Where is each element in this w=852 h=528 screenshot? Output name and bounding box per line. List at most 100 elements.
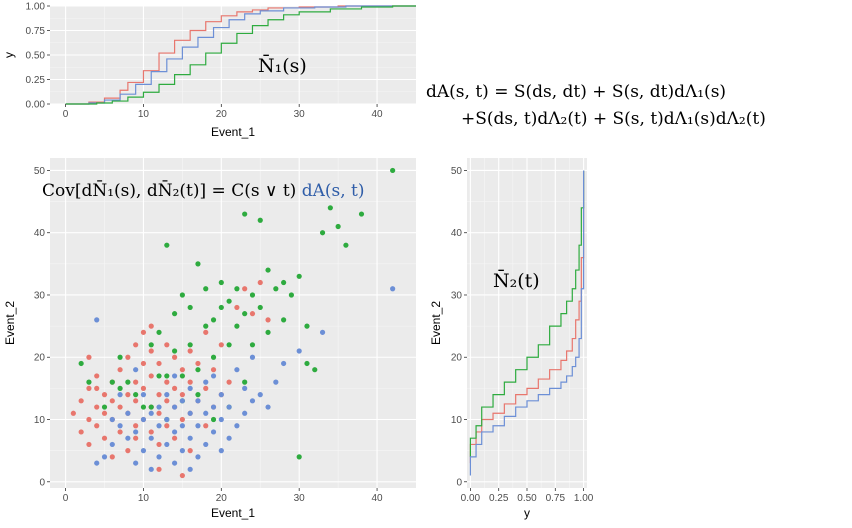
scatter-point — [203, 329, 209, 335]
scatter-point — [210, 373, 217, 379]
x-tick-label: 20 — [216, 493, 228, 504]
scatter-point — [86, 416, 92, 423]
top-ecdf-chart: 0 10 20 30 40 0.00 0.25 0.50 0.75 1.00 Event_1 y — [2, 2, 416, 139]
scatter-point — [187, 448, 193, 454]
x-tick-label: 0 — [63, 493, 69, 504]
scatter-point — [164, 392, 170, 398]
scatter-point — [179, 472, 185, 479]
scatter-point — [140, 329, 147, 335]
scatter-point — [187, 385, 193, 391]
scatter-y-ticks: 0 10 20 30 40 50 — [34, 166, 50, 488]
ecdf-line — [65, 5, 416, 105]
scatter-point — [242, 410, 248, 416]
y-tick-label: 0.25 — [26, 75, 46, 86]
scatter-point — [171, 311, 178, 317]
scatter-point — [133, 460, 139, 466]
scatter-point — [78, 398, 84, 404]
scatter-point — [249, 342, 256, 348]
x-tick-label: 30 — [294, 493, 306, 504]
scatter-point — [226, 298, 232, 304]
scatter-point — [234, 286, 240, 292]
scatter-point — [140, 416, 147, 423]
scatter-point — [203, 385, 209, 391]
scatter-point — [234, 323, 240, 329]
scatter-point — [133, 392, 139, 398]
scatter-point — [257, 279, 263, 286]
scatter-point — [218, 448, 224, 454]
scatter-point — [210, 429, 217, 435]
scatter-point — [226, 342, 232, 348]
scatter-point — [210, 367, 217, 373]
scatter-point — [218, 304, 224, 311]
y-tick-label: 10 — [34, 415, 46, 426]
scatter-point — [249, 398, 256, 404]
x-tick-label: 40 — [372, 493, 384, 504]
y-tick-label: 0.50 — [26, 51, 46, 62]
scatter-point — [358, 211, 365, 217]
scatter-point — [101, 435, 108, 441]
right-ecdf-ylabel: Event_2 — [429, 301, 443, 345]
scatter-point — [203, 441, 209, 448]
scatter-point — [210, 354, 217, 360]
scatter-point — [218, 342, 224, 348]
x-tick-label: 40 — [372, 109, 384, 120]
y-tick-label: 10 — [451, 415, 463, 426]
scatter-point — [164, 242, 170, 248]
scatter-point — [210, 404, 217, 410]
scatter-point — [86, 354, 92, 360]
scatter-point — [94, 317, 100, 323]
scatter-point — [109, 416, 115, 423]
scatter-point — [296, 273, 302, 279]
scatter-point — [140, 385, 147, 391]
scatter-point — [242, 286, 248, 292]
scatter-point — [133, 423, 139, 429]
scatter-point — [156, 329, 162, 335]
scatter-point — [101, 454, 108, 460]
scatter-point — [242, 211, 248, 217]
scatter-point — [117, 429, 123, 435]
scatter-point — [203, 423, 209, 429]
scatter-point — [179, 416, 185, 423]
x-tick-label: 0.00 — [461, 493, 481, 504]
scatter-point — [133, 398, 139, 404]
scatter-point — [234, 367, 240, 373]
dA-formula-line1: dA(s, t) = S(ds, dt) + S(s, dt)dΛ₁(s) — [426, 82, 726, 102]
cov-formula: Cov[dN̄₁(s), dN̄₂(t)] = C(s ∨ t) dA(s, t… — [42, 179, 364, 201]
scatter-point — [156, 441, 162, 448]
scatter-point — [148, 342, 154, 348]
scatter-point — [148, 410, 154, 416]
scatter-point — [125, 379, 131, 385]
x-tick-label: 0.25 — [489, 493, 509, 504]
scatter-point — [195, 454, 201, 460]
scatter-panel — [50, 158, 416, 488]
scatter-point — [125, 354, 131, 360]
scatter-point — [179, 373, 185, 379]
scatter-point — [234, 304, 240, 311]
scatter-point — [281, 279, 287, 286]
scatter-point — [156, 404, 162, 410]
top-ecdf-xlabel: Event_1 — [211, 125, 255, 139]
scatter-point — [117, 423, 123, 429]
scatter-point — [109, 454, 115, 460]
scatter-point — [156, 466, 162, 472]
scatter-point — [195, 398, 201, 404]
scatter-point — [133, 429, 139, 435]
y-tick-label: 20 — [34, 353, 46, 364]
scatter-point — [187, 379, 193, 385]
scatter-point — [78, 360, 84, 367]
scatter-point — [281, 317, 287, 323]
scatter-point — [257, 304, 263, 311]
scatter-point — [226, 435, 232, 441]
scatter-point — [312, 367, 318, 373]
scatter-point — [265, 317, 271, 323]
scatter-point — [335, 223, 341, 230]
scatter-point — [164, 379, 170, 385]
scatter-point — [117, 385, 123, 391]
scatter-point — [242, 379, 248, 385]
scatter-point — [319, 329, 326, 335]
scatter-point — [179, 292, 185, 298]
scatter-point — [304, 360, 310, 367]
scatter-ylabel: Event_2 — [3, 301, 17, 345]
scatter-point — [101, 404, 108, 410]
scatter-point — [133, 367, 139, 373]
